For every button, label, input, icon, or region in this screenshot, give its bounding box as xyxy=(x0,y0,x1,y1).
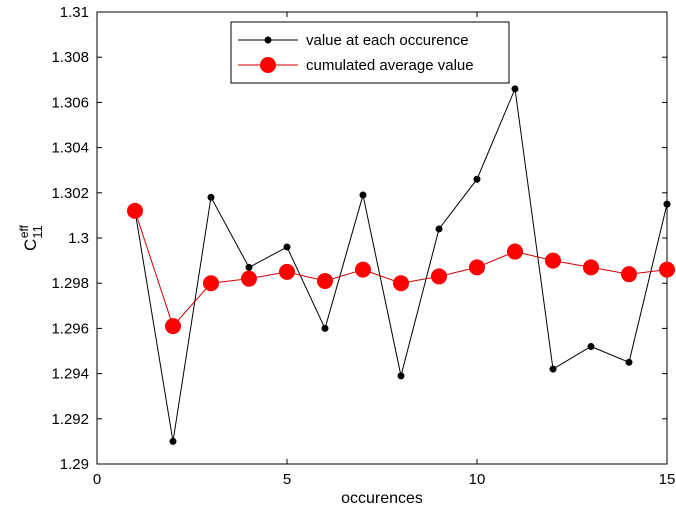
series-2-point xyxy=(203,275,219,292)
series-1-point xyxy=(473,175,481,183)
legend-box xyxy=(230,21,510,84)
series-1-point xyxy=(321,324,329,332)
legend: value at each occurence cumulated averag… xyxy=(230,21,510,84)
y-tick-label: 1.3 xyxy=(68,230,89,247)
series-1-point xyxy=(245,263,253,271)
series-2-point xyxy=(545,252,561,269)
y-tick-label: 1.294 xyxy=(51,366,89,383)
series-2-point xyxy=(469,259,485,276)
y-axis-label-base: C xyxy=(21,239,40,251)
x-tick-label: 0 xyxy=(93,471,101,488)
series-1-point xyxy=(625,358,633,366)
series-1-point xyxy=(359,191,367,199)
y-tick-label: 1.296 xyxy=(51,320,89,337)
series-2-point xyxy=(279,263,295,280)
plot-area xyxy=(96,11,668,465)
series-1-point xyxy=(511,85,519,93)
series-2-point xyxy=(127,202,143,219)
series-2-point xyxy=(507,243,523,260)
y-axis-label-sup: eff xyxy=(17,224,31,238)
series-2-point xyxy=(393,275,409,292)
x-tick-label: 15 xyxy=(659,471,676,488)
series-2-point xyxy=(317,272,333,289)
series-2-point xyxy=(165,318,181,335)
legend-label-series-2: cumulated average value xyxy=(306,57,474,74)
series-1-point xyxy=(435,225,443,233)
series-1-point xyxy=(587,342,595,350)
series-1-point xyxy=(663,200,671,208)
legend-label-series-1: value at each occurence xyxy=(306,32,469,49)
series-2-point xyxy=(355,261,371,278)
y-tick-label: 1.29 xyxy=(60,456,89,473)
series-2-point xyxy=(431,268,447,285)
x-tick-label: 10 xyxy=(469,471,486,488)
series-1-point xyxy=(549,365,557,373)
y-axis-label-sub: 11 xyxy=(30,225,45,239)
axis-ticks: 0 5 10 15 1.29 1.292 1.294 1.296 1.298 1.3 1.302 1.… xyxy=(51,4,675,488)
legend-marker-series-2 xyxy=(260,57,276,73)
series-1-point xyxy=(169,437,177,445)
y-tick-label: 1.302 xyxy=(51,185,89,202)
series-2-point xyxy=(241,270,257,287)
y-tick-label: 1.31 xyxy=(60,4,89,21)
y-axis-label: C11eff xyxy=(17,224,45,251)
y-tick-label: 1.292 xyxy=(51,411,89,428)
series-2-point xyxy=(583,259,599,276)
series-1-point xyxy=(283,243,291,251)
series-layer xyxy=(127,85,675,445)
x-tick-label: 5 xyxy=(283,471,291,488)
legend-marker-series-1 xyxy=(264,36,272,44)
x-axis-label: occurences xyxy=(341,490,423,507)
series-1-point xyxy=(207,193,215,201)
series-1-point xyxy=(397,372,405,380)
y-tick-label: 1.304 xyxy=(51,140,89,157)
y-tick-label: 1.298 xyxy=(51,275,89,292)
y-tick-label: 1.306 xyxy=(51,94,89,111)
series-2-point xyxy=(621,266,637,283)
series-2-point xyxy=(659,261,675,278)
y-tick-label: 1.308 xyxy=(51,49,89,66)
